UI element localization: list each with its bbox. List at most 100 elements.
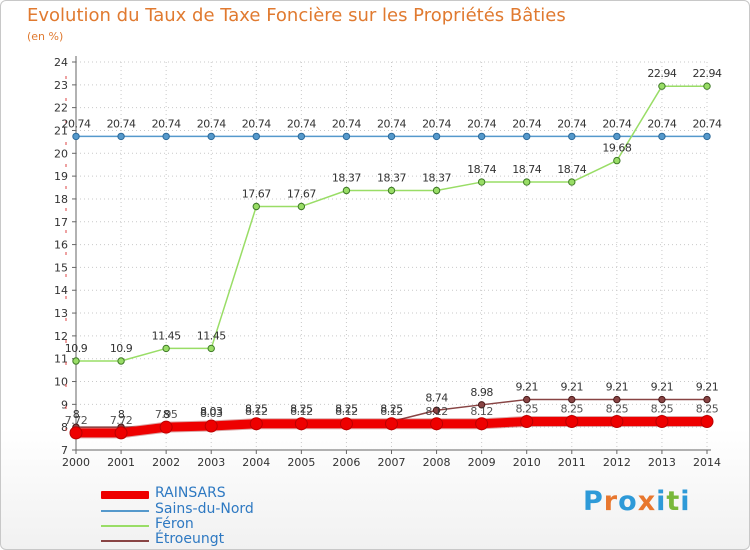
point-rainsars — [385, 417, 398, 431]
data-label-rainsars: 8.12 — [470, 405, 493, 418]
data-label-rainsars: 7.95 — [155, 408, 178, 421]
point-sains-du-nord — [477, 132, 486, 141]
data-label-feron: 18.37 — [422, 171, 451, 184]
point-feron — [342, 186, 351, 195]
point-rainsars — [700, 414, 714, 428]
point-feron — [432, 186, 441, 195]
data-label-sains-du-nord: 20.74 — [152, 117, 181, 130]
x-tick-label: 2010 — [513, 456, 541, 469]
point-feron — [252, 202, 260, 211]
point-etroeungt — [568, 395, 576, 404]
unit-label: (en %) — [27, 30, 64, 43]
data-label-feron: 18.37 — [377, 171, 406, 184]
point-feron — [703, 82, 711, 90]
y-tick-label: 21 — [54, 124, 68, 137]
point-sains-du-nord — [387, 132, 396, 141]
data-label-feron: 10.9 — [110, 342, 133, 355]
point-rainsars — [655, 414, 669, 428]
data-label-feron: 17.67 — [287, 187, 316, 200]
data-label-sains-du-nord: 20.74 — [693, 117, 722, 130]
data-label-rainsars: 8.25 — [515, 402, 538, 415]
series-lines — [69, 82, 714, 440]
grid — [75, 61, 708, 451]
y-tick-label: 11 — [54, 353, 68, 366]
data-label-feron: 22.94 — [693, 67, 722, 80]
point-feron — [658, 82, 666, 90]
data-label-etroeungt: 8.03 — [200, 405, 223, 418]
data-label-etroeungt: 8.25 — [335, 402, 358, 415]
point-feron — [72, 357, 80, 365]
x-tick-label: 2007 — [378, 456, 406, 469]
data-label-feron: 18.37 — [332, 171, 361, 184]
data-label-rainsars: 8.12 — [335, 405, 358, 418]
x-tick-label: 2011 — [558, 456, 586, 469]
proxiti-logo[interactable]: Proxiti — [583, 486, 691, 517]
point-feron — [523, 178, 531, 186]
point-sains-du-nord — [613, 132, 621, 141]
point-sains-du-nord — [703, 132, 711, 141]
data-label-sains-du-nord: 20.74 — [467, 117, 496, 130]
data-label-etroeungt: 9.21 — [651, 381, 674, 394]
point-sains-du-nord — [72, 132, 80, 141]
data-label-feron: 10.9 — [65, 342, 88, 355]
point-rainsars — [520, 414, 534, 428]
y-tick-label: 17 — [54, 216, 68, 229]
data-label-sains-du-nord: 20.74 — [602, 117, 631, 130]
y-tick-label: 7 — [61, 444, 68, 457]
data-label-etroeungt: 8.25 — [380, 402, 403, 415]
data-label-etroeungt: 8.74 — [425, 391, 448, 404]
logo-letter: r — [603, 486, 619, 517]
legend-swatch-rainsars — [101, 491, 149, 499]
data-label-rainsars: 8.03 — [200, 407, 223, 420]
legend-swatch-sains-du-nord — [101, 510, 149, 512]
point-rainsars — [610, 414, 624, 428]
x-tick-label: 2004 — [242, 456, 270, 469]
data-label-sains-du-nord: 20.74 — [647, 117, 676, 130]
y-tick-label: 24 — [54, 56, 68, 69]
x-tick-label: 2003 — [197, 456, 225, 469]
point-rainsars — [69, 426, 83, 440]
point-rainsars — [114, 426, 128, 440]
y-tick-label: 22 — [54, 102, 68, 115]
logo-letter: x — [637, 486, 657, 517]
x-tick-label: 2000 — [62, 456, 90, 469]
data-label-feron: 11.45 — [152, 329, 181, 342]
point-rainsars — [159, 420, 173, 434]
x-tick-label: 2005 — [287, 456, 315, 469]
legend-label-sains-du-nord: Sains-du-Nord — [155, 501, 254, 517]
point-rainsars — [475, 417, 489, 431]
logo-letter: t — [666, 486, 681, 517]
point-sains-du-nord — [252, 132, 260, 141]
point-rainsars — [339, 417, 353, 431]
point-rainsars — [565, 414, 579, 428]
legend-label-rainsars: RAINSARS — [155, 485, 226, 501]
point-feron — [477, 178, 486, 186]
point-sains-du-nord — [523, 132, 531, 141]
data-label-feron: 11.45 — [197, 329, 226, 342]
point-feron — [117, 357, 125, 365]
x-tick-label: 2014 — [693, 456, 721, 469]
y-tick-label: 8 — [61, 421, 68, 434]
data-label-etroeungt: 9.21 — [515, 381, 538, 394]
point-sains-du-nord — [297, 132, 306, 141]
logo-letter: i — [680, 486, 691, 517]
data-label-etroeungt: 9.21 — [696, 381, 719, 394]
point-etroeungt — [432, 406, 441, 414]
data-label-sains-du-nord: 20.74 — [197, 117, 226, 130]
y-tick-label: 13 — [54, 307, 68, 320]
data-label-feron: 18.74 — [557, 163, 586, 176]
point-rainsars — [204, 419, 218, 433]
legend-swatch-feron — [101, 525, 149, 527]
point-sains-du-nord — [658, 132, 666, 141]
data-label-rainsars: 7.72 — [65, 414, 88, 427]
point-feron — [387, 186, 396, 195]
point-sains-du-nord — [432, 132, 441, 141]
point-rainsars — [249, 417, 263, 431]
data-label-rainsars: 8.12 — [290, 405, 313, 418]
legend-label-feron: Féron — [155, 516, 194, 532]
legend-swatch-etroeungt — [101, 540, 149, 542]
y-tick-label: 16 — [54, 239, 68, 252]
